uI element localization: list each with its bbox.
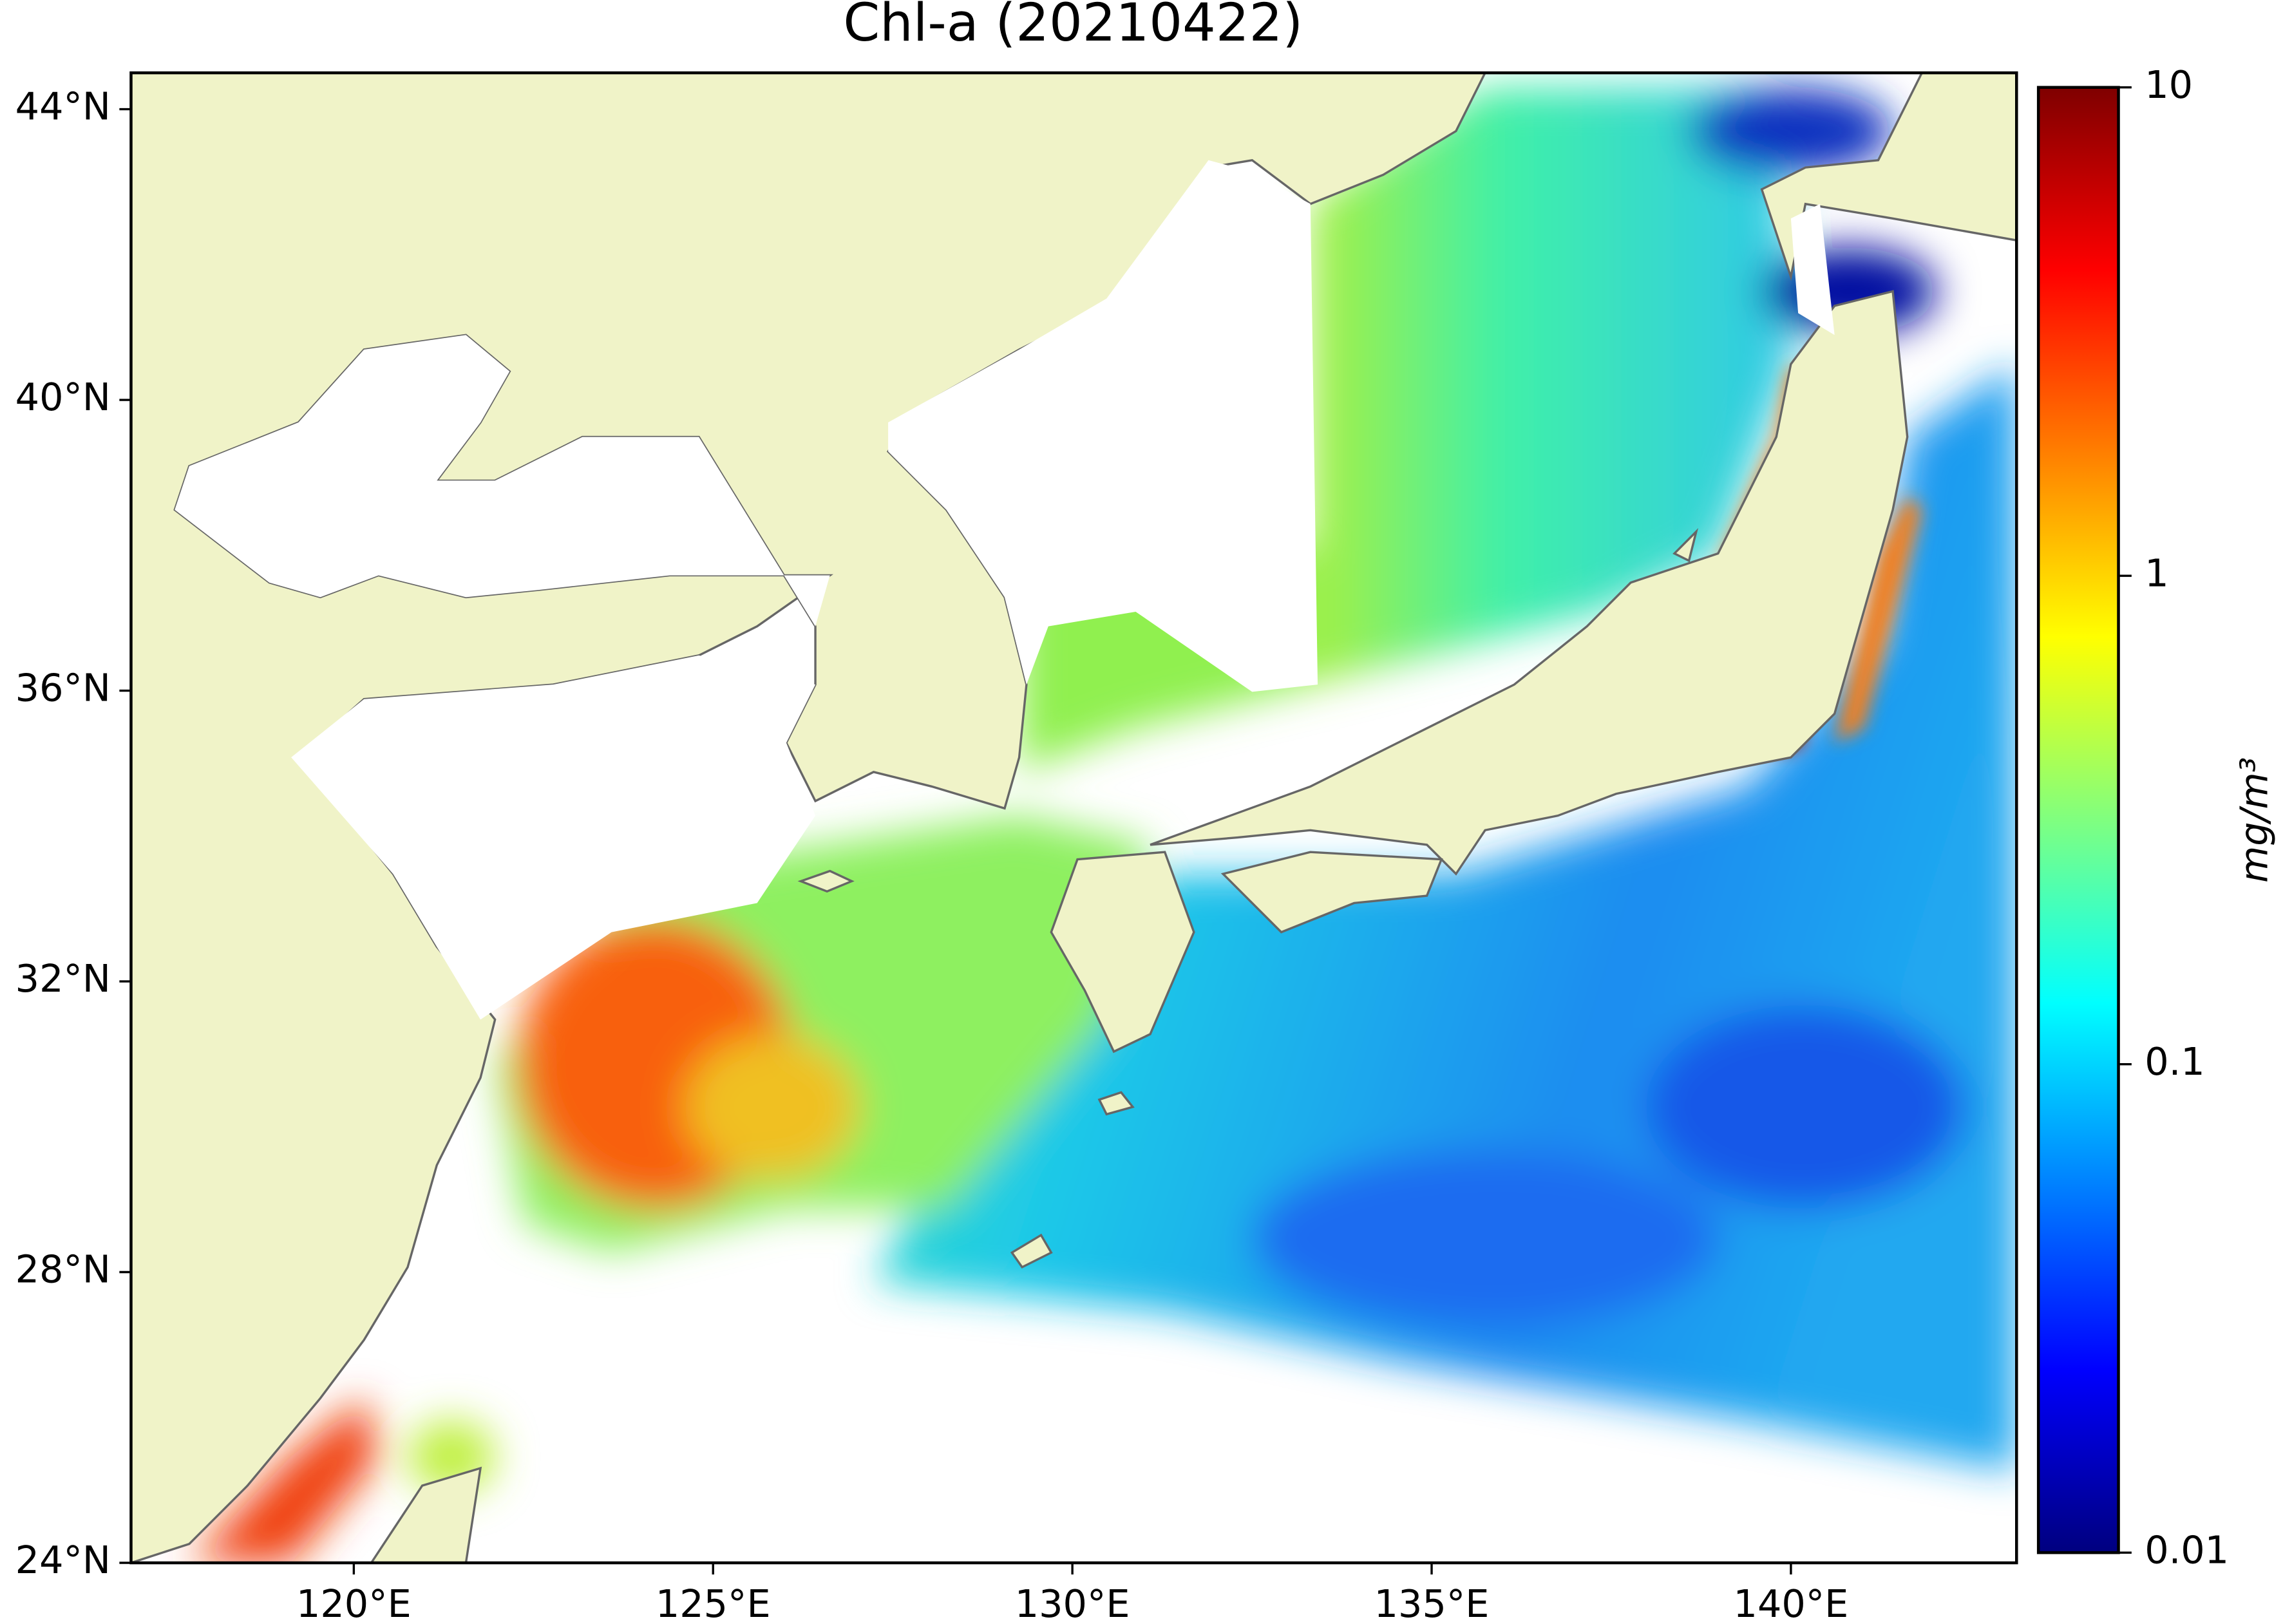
honshu (1150, 290, 1909, 876)
colorbar-tick-label: 1 (2145, 551, 2168, 595)
bohai-yellow-sea (175, 335, 830, 1020)
hokkaido (1760, 73, 2017, 281)
chart-title: Chl-a (20210422) (843, 0, 1303, 53)
sea-of-japan-field (1310, 87, 1791, 685)
shikoku (1220, 851, 1443, 934)
colorbar-label: mg/m³ (2231, 757, 2276, 883)
jeju (797, 869, 855, 893)
low-chl-field (1252, 1150, 1718, 1326)
colorbar-tick-label: 10 (2145, 62, 2193, 107)
chlorophyll-field (189, 87, 2017, 1563)
high-chl-field (684, 1034, 859, 1180)
map-frame (129, 71, 2018, 1565)
x-tick-label: 120°E (296, 1582, 412, 1624)
x-tick-label: 125°E (656, 1582, 771, 1624)
y-tick-label: 24°N (15, 1538, 111, 1582)
low-chl-field (1645, 1005, 1966, 1209)
islands (1010, 528, 1699, 1269)
x-tick-label: 130°E (1015, 1582, 1130, 1624)
low-chl-field (1689, 87, 1893, 175)
map (131, 73, 2017, 1563)
y-tick-label: 28°N (15, 1247, 111, 1292)
colorbar-tick-label: 0.1 (2145, 1039, 2204, 1084)
y-tick-label: 44°N (15, 84, 111, 129)
y-tick-label: 32°N (15, 956, 111, 1001)
taiwan (370, 1466, 482, 1563)
high-chl-field (189, 1398, 379, 1563)
cloud-mask (888, 160, 1318, 692)
x-tick-label: 140°E (1734, 1582, 1849, 1624)
y-tick-label: 40°N (15, 375, 111, 419)
y-tick-label: 36°N (15, 666, 111, 710)
colorbar-tick-label: 0.01 (2145, 1527, 2229, 1572)
x-tick-label: 135°E (1374, 1582, 1490, 1624)
colorbar (2036, 86, 2120, 1554)
kyushu (1050, 851, 1195, 1053)
